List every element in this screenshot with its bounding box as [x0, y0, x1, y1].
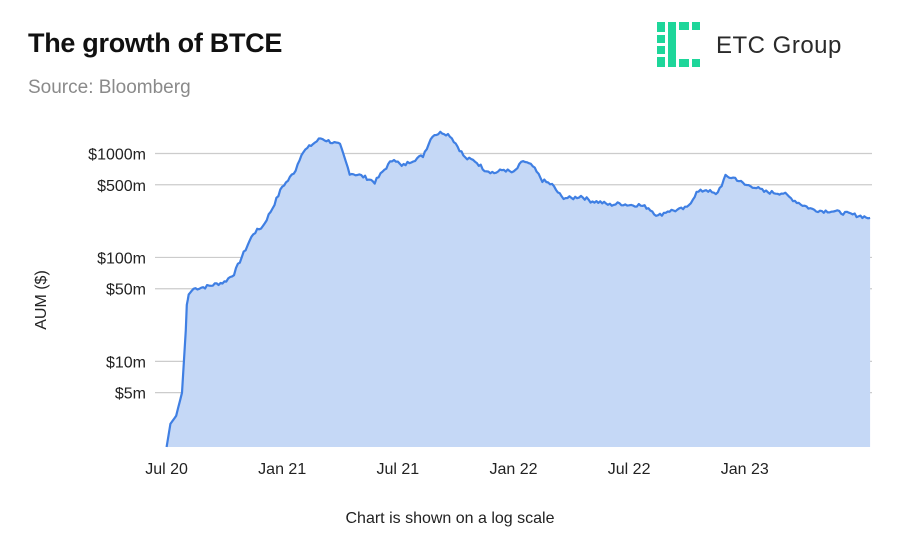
logo-block [657, 46, 665, 54]
log-scale-note: Chart is shown on a log scale [345, 510, 555, 527]
x-tick-label: Jul 21 [377, 461, 420, 478]
chart-title: The growth of BTCE [28, 28, 283, 58]
etc-logo-mark-icon [657, 22, 700, 67]
y-tick-label: $1000m [88, 146, 146, 163]
logo-block [692, 22, 700, 30]
etc-group-logo: ETC Group [655, 22, 885, 68]
y-axis-ticks: $1000m $500m $100m $50m $10m $5m [88, 146, 146, 402]
x-tick-label: Jan 21 [258, 461, 306, 478]
logo-block [668, 22, 676, 67]
x-tick-label: Jan 22 [489, 461, 537, 478]
x-tick-label: Jul 22 [608, 461, 651, 478]
logo-text: ETC Group [716, 32, 842, 59]
y-tick-label: $10m [106, 354, 146, 371]
logo-block [679, 59, 689, 67]
chart-source: Source: Bloomberg [28, 77, 191, 98]
aum-line [165, 130, 871, 448]
logo-block [679, 22, 689, 30]
logo-block [657, 35, 665, 43]
y-tick-label: $100m [97, 250, 146, 267]
logo-block [657, 22, 665, 32]
x-tick-label: Jan 23 [721, 461, 769, 478]
logo-block [692, 59, 700, 67]
y-axis-label: AUM ($) [33, 270, 50, 330]
y-tick-label: $5m [115, 386, 146, 403]
y-tick-label: $50m [106, 282, 146, 299]
x-axis-ticks: Jul 20 Jan 21 Jul 21 Jan 22 Jul 22 Jan 23 [145, 461, 769, 478]
aum-area [166, 131, 871, 448]
x-tick-label: Jul 20 [145, 461, 188, 478]
logo-block [657, 57, 665, 67]
y-tick-label: $500m [97, 178, 146, 195]
